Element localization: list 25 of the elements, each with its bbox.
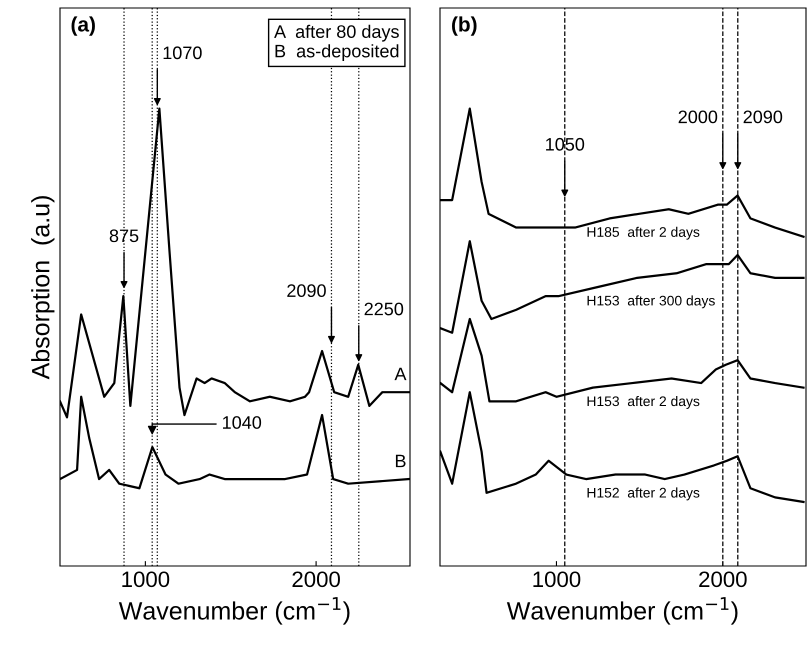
annotation: 2250 [364,302,404,316]
x-tick-label: 1000 [533,571,580,588]
x-axis-title: Wavenumber (cm$^{−1}$) [118,597,350,625]
annotation: 1040 [223,416,262,429]
annotation: 1050 [546,138,584,151]
annotation: 875 [110,229,138,242]
chart-title: (a) [72,16,95,36]
series-label: H152 after 2 days [588,487,700,500]
text: B as-deposited [276,44,398,62]
chart-title: (b) [452,16,477,36]
x-tick-label: 1000 [122,571,170,588]
annotation: 2000 [678,110,718,124]
x-tick-label: 2000 [292,571,340,588]
text: A after 80 days [274,24,399,42]
series-label: H185 after 2 days [588,226,700,240]
series-label: H153 after 2 days [588,396,700,409]
series-label: H153 after 300 days [588,295,715,308]
x-axis-title: Wavenumber (cm$^{−1}$) [506,597,738,625]
annotation: 2090 [287,284,326,298]
x-tick-label: 2000 [699,571,747,588]
annotation: 2090 [744,110,782,124]
series-label: B [396,454,406,468]
y-axis-title: Absorption (a.u) [31,196,54,380]
annotation: 1070 [164,46,202,60]
series-label: A [394,368,406,380]
